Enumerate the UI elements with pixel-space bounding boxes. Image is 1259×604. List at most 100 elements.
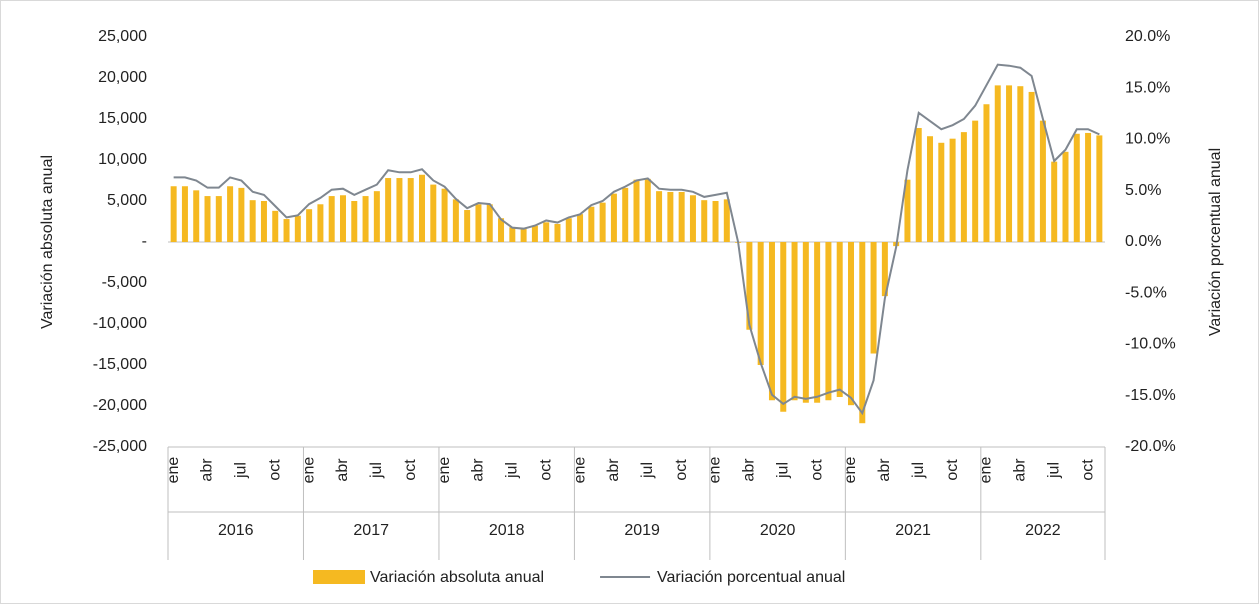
bar: [836, 242, 843, 397]
y-tick-label: -10,000: [93, 315, 147, 332]
bar: [204, 196, 211, 242]
bar: [328, 196, 335, 242]
bar: [870, 242, 877, 354]
bar: [283, 219, 290, 242]
bar: [678, 191, 685, 242]
bar: [294, 215, 301, 242]
bar: [520, 228, 527, 242]
x-group-label: 2017: [353, 522, 389, 539]
bar: [1051, 161, 1058, 242]
bar: [181, 186, 188, 242]
bar: [339, 195, 346, 242]
bar: [1073, 133, 1080, 242]
x-tick-label: jul: [639, 462, 656, 479]
x-tick-label: jul: [368, 462, 385, 479]
bar: [633, 179, 640, 242]
bar: [994, 85, 1001, 242]
bar: [1028, 91, 1035, 242]
y-tick-label: -15,000: [93, 356, 147, 373]
bar: [193, 190, 200, 242]
bar: [701, 200, 708, 242]
bar: [498, 218, 505, 242]
x-group-label: 2019: [624, 522, 660, 539]
bar: [656, 191, 663, 242]
x-tick-label: ene: [300, 457, 317, 484]
bar: [847, 242, 854, 406]
bar: [938, 142, 945, 242]
bar: [396, 178, 403, 242]
x-tick-label: ene: [707, 457, 724, 484]
bar: [464, 210, 471, 242]
bar: [1085, 132, 1092, 242]
bar: [768, 242, 775, 401]
bar: [599, 202, 606, 242]
bar: [780, 242, 787, 412]
bar: [452, 199, 459, 242]
bar: [554, 223, 561, 242]
y2-tick-label: -15.0%: [1125, 387, 1176, 404]
legend-swatch: [313, 570, 365, 584]
bar: [1062, 151, 1069, 242]
y2-tick-label: -5.0%: [1125, 284, 1167, 301]
bar: [802, 242, 809, 403]
y-tick-label: -25,000: [93, 438, 147, 455]
bar: [859, 242, 866, 424]
bar: [272, 210, 279, 242]
y-tick-label: 25,000: [98, 28, 147, 45]
bar: [486, 204, 493, 242]
x-tick-label: abr: [1012, 458, 1029, 482]
bar: [746, 242, 753, 330]
bar: [972, 120, 979, 242]
bar: [689, 195, 696, 242]
x-group-label: 2022: [1025, 522, 1061, 539]
x-tick-label: abr: [876, 458, 893, 482]
x-tick-label: abr: [334, 458, 351, 482]
bar: [915, 128, 922, 242]
y-tick-label: 10,000: [98, 151, 147, 168]
bar: [509, 227, 516, 242]
bar: [306, 209, 313, 242]
bar: [644, 178, 651, 242]
x-tick-label: ene: [571, 457, 588, 484]
bar: [1017, 86, 1024, 242]
bar: [260, 201, 267, 242]
y2-tick-label: 0.0%: [1125, 233, 1161, 250]
bar: [667, 191, 674, 242]
y2-tick-label: 15.0%: [1125, 79, 1170, 96]
bar: [362, 196, 369, 242]
legend-label: Variación absoluta anual: [370, 569, 544, 586]
x-tick-label: oct: [1079, 459, 1096, 481]
bar: [475, 204, 482, 242]
x-tick-label: ene: [165, 457, 182, 484]
bar: [757, 242, 764, 365]
y2-tick-label: 10.0%: [1125, 131, 1170, 148]
y-tick-label: 15,000: [98, 110, 147, 127]
bar: [441, 188, 448, 242]
bar: [904, 179, 911, 242]
bar: [622, 187, 629, 242]
bar: [610, 193, 617, 242]
bar: [565, 218, 572, 242]
y-tick-label: -20,000: [93, 397, 147, 414]
bar: [1096, 135, 1103, 242]
y-tick-label: 5,000: [107, 192, 147, 209]
bar: [577, 214, 584, 242]
x-tick-label: jul: [233, 462, 250, 479]
bar: [949, 138, 956, 242]
x-tick-label: ene: [436, 457, 453, 484]
y-tick-label: 20,000: [98, 69, 147, 86]
bar: [407, 178, 414, 242]
bar: [430, 184, 437, 242]
bar: [215, 196, 222, 242]
bar: [712, 201, 719, 242]
bar: [385, 178, 392, 242]
x-group-label: 2020: [760, 522, 796, 539]
x-tick-label: ene: [978, 457, 995, 484]
x-tick-label: abr: [741, 458, 758, 482]
x-tick-label: oct: [402, 459, 419, 481]
x-tick-label: abr: [199, 458, 216, 482]
x-tick-label: jul: [504, 462, 521, 479]
bar: [814, 242, 821, 403]
